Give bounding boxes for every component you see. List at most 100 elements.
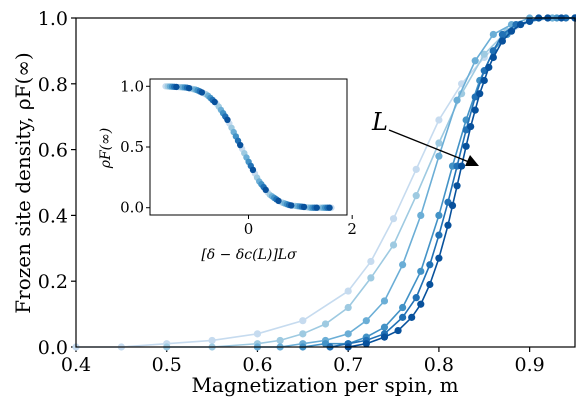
x-axis-label: Magnetization per spin, m: [191, 373, 458, 397]
series-point: [394, 326, 402, 335]
series-point: [412, 165, 420, 173]
series-point: [417, 267, 425, 275]
inset-point: [275, 197, 282, 205]
inset-y-tick-label: 0.0: [120, 199, 144, 217]
series-point: [417, 211, 425, 219]
inset-point: [288, 202, 295, 209]
series-point: [435, 152, 443, 160]
inset-point: [173, 83, 180, 91]
x-tick-label: 0.4: [61, 354, 91, 376]
inset-points-group: [162, 83, 335, 211]
series-point: [480, 50, 488, 58]
inset-point: [313, 204, 320, 211]
inset-point: [249, 166, 257, 174]
x-tick-label: 0.5: [152, 354, 182, 376]
trend-arrow: [388, 129, 470, 163]
series-point: [380, 323, 389, 331]
x-tick-label: 0.7: [333, 354, 363, 376]
inset-point: [198, 89, 206, 96]
system-size-annotation: L: [371, 108, 388, 136]
series-point: [498, 37, 507, 45]
series-6: [344, 14, 576, 351]
series-point: [426, 261, 434, 269]
series-5: [326, 14, 576, 351]
series-point: [498, 30, 507, 39]
inset-y-tick-label: 1.0: [120, 77, 144, 95]
inset-point: [300, 203, 308, 211]
inset-point: [237, 141, 244, 149]
series-point: [253, 330, 262, 338]
inset-x-tick-label: 0: [244, 220, 254, 238]
inset-series-6: [173, 83, 333, 211]
inset-background: [150, 79, 347, 215]
y-tick-label: 1.0: [38, 8, 68, 30]
series-point: [367, 257, 375, 266]
inset-y-axis-label: ρF(∞): [98, 128, 114, 170]
inset-plot-frame: [149, 78, 348, 216]
inset-point: [326, 204, 333, 211]
series-point: [457, 162, 466, 170]
series-point: [448, 201, 457, 210]
main-ticks: 0.4 0.5 0.6 0.7 0.8 0.9 0.0 0.2 0.4 0.6 0.8 1.0: [38, 8, 545, 376]
series-point: [399, 303, 407, 312]
series-point: [444, 221, 452, 229]
inset-point: [185, 84, 193, 92]
x-tick-label: 0.9: [515, 354, 545, 376]
series-point: [412, 294, 420, 302]
y-tick-label: 0.2: [38, 271, 68, 293]
series-point: [362, 317, 370, 325]
series-point: [276, 336, 284, 345]
y-tick-label: 0.8: [38, 74, 68, 96]
series-point: [480, 76, 488, 85]
series-point: [399, 261, 407, 269]
series-point: [435, 231, 443, 239]
series-point: [362, 340, 370, 348]
series-point: [344, 330, 352, 338]
y-tick-label: 0.6: [38, 140, 68, 162]
y-axis-label: Frozen site density, ρF(∞): [11, 52, 35, 313]
y-tick-label: 0.0: [38, 337, 68, 359]
series-point: [367, 274, 375, 282]
series-point: [471, 57, 479, 65]
series-point: [299, 317, 307, 325]
series-point: [417, 300, 425, 308]
series-line: [329, 17, 575, 348]
inset-ticks: 0 2 0.0 0.5 1.0: [120, 77, 357, 238]
series-point: [526, 17, 534, 25]
y-tick-label: 0.4: [38, 205, 68, 227]
series-point: [380, 297, 389, 305]
series-point: [435, 139, 443, 147]
inset-x-axis-label: [δ − δc(L)]Lσ: [201, 247, 297, 263]
series-point: [389, 241, 398, 249]
series-point: [399, 313, 407, 321]
series-point: [435, 116, 443, 124]
series-point: [476, 90, 484, 98]
trend-arrowhead: [465, 155, 479, 166]
series-point: [426, 280, 434, 289]
x-tick-label: 0.6: [242, 354, 272, 376]
series-point: [299, 330, 307, 338]
main-plot-frame: [75, 17, 576, 348]
series-point: [208, 336, 216, 345]
x-tick-label: 0.8: [424, 354, 454, 376]
series-point: [344, 287, 352, 295]
inset-x-tick-label: 2: [347, 220, 357, 238]
series-point: [344, 303, 352, 312]
series-point: [435, 254, 443, 262]
series-point: [435, 211, 443, 219]
series-point: [453, 182, 461, 190]
series-line: [348, 17, 575, 348]
series-point: [380, 333, 389, 341]
series-point: [516, 20, 525, 29]
series-point: [408, 313, 416, 321]
series-point: [467, 122, 475, 131]
series-point: [489, 30, 497, 39]
series-point: [453, 96, 461, 104]
series-point: [412, 192, 420, 200]
inset-y-tick-label: 0.5: [120, 138, 144, 156]
series-point: [321, 320, 330, 328]
main-series-group: [72, 14, 576, 351]
inset-point: [211, 98, 218, 106]
series-point: [507, 27, 516, 35]
